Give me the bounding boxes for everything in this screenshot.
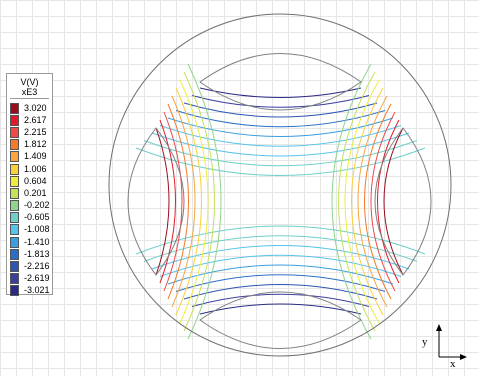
legend-entry: 3.020 (10, 102, 50, 114)
contour-lines (135, 63, 426, 340)
y-axis-label: y (422, 336, 428, 348)
contour-line-right (357, 95, 388, 308)
contour-line-right (344, 79, 380, 324)
legend-swatch (10, 212, 19, 224)
contour-line-right (338, 71, 376, 332)
electrode-right (374, 127, 432, 276)
contour-line-top (135, 147, 426, 176)
outer-boundary (108, 13, 452, 357)
legend-entry: -3.021 (10, 285, 50, 297)
legend-entry: 2.617 (10, 114, 50, 126)
legend-swatch (10, 285, 19, 297)
legend-value: -1.008 (24, 224, 50, 235)
axis-arrows-icon (436, 324, 467, 360)
legend-swatch (10, 114, 19, 126)
legend-entry: -2.216 (10, 260, 50, 273)
legend-value: 1.409 (24, 151, 47, 162)
contour-line-bottom (199, 303, 362, 315)
legend-swatch (10, 273, 19, 285)
contour-line-left (179, 79, 209, 324)
legend-value: -2.619 (24, 273, 50, 284)
contour-line-left (187, 63, 222, 340)
contour-line-top (159, 125, 402, 147)
legend-entry: 1.006 (10, 163, 50, 175)
contour-line-left (175, 87, 202, 316)
contour-line-bottom (191, 293, 370, 307)
legend-swatch (10, 102, 19, 114)
contour-line-left (163, 111, 183, 292)
contour-line-bottom (159, 254, 402, 277)
legend-entry: 1.409 (10, 151, 50, 163)
electrode-left (127, 127, 185, 276)
contour-line-bottom (183, 284, 378, 300)
legend-entry: 1.812 (10, 139, 50, 151)
contour-line-bottom (135, 225, 426, 255)
contour-line-bottom (175, 274, 386, 292)
contour-line-top (191, 95, 370, 108)
legend-value: 1.812 (24, 139, 47, 150)
legend-entry: -1.410 (10, 236, 50, 248)
legend-swatch (10, 224, 19, 236)
contour-line-bottom (143, 235, 418, 262)
legend-swatch (10, 151, 19, 163)
legend-value: -3.021 (24, 285, 50, 296)
legend-divider (10, 98, 49, 99)
legend-entry: -0.605 (10, 212, 50, 224)
contour-line-left (167, 103, 189, 300)
legend-value: -1.813 (24, 248, 50, 259)
axis-triad: y x (410, 320, 470, 370)
contour-line-left (183, 71, 215, 332)
legend-value: 3.020 (24, 102, 47, 113)
legend-value: 2.215 (24, 126, 47, 137)
legend-swatch (10, 248, 19, 260)
legend-swatch (10, 175, 19, 187)
legend-swatch (10, 200, 19, 212)
contour-line-left (155, 127, 170, 276)
contour-line-right (370, 111, 396, 292)
legend-value: -2.216 (24, 261, 50, 272)
contour-line-top (199, 87, 362, 98)
legend-value: -1.410 (24, 236, 50, 247)
legend-entry: -2.619 (10, 273, 50, 285)
legend-entries: 3.020 2.617 2.215 1.812 1.409 1.006 0.604 0.201… (10, 102, 50, 297)
legend-swatch (10, 261, 19, 273)
contour-line-top (167, 117, 394, 137)
legend-entry: 2.215 (10, 126, 50, 138)
legend-entry: -0.202 (10, 200, 50, 212)
legend-swatch (10, 139, 19, 151)
contour-line-right (351, 87, 384, 316)
legend-swatch (10, 236, 19, 248)
contour-line-top (183, 102, 378, 118)
legend-value: 2.617 (24, 114, 47, 125)
electrode-top (199, 53, 362, 111)
contour-line-top (151, 132, 410, 157)
x-axis-label: x (450, 358, 456, 370)
electrode-bottom (199, 291, 362, 349)
contour-line-right (383, 127, 404, 276)
legend-swatch (10, 126, 19, 138)
legend-value: 0.604 (24, 175, 47, 186)
contour-line-left (159, 119, 176, 284)
legend-entry: 0.604 (10, 175, 50, 187)
legend-entry: -1.008 (10, 224, 50, 236)
legend-value: 0.201 (24, 187, 47, 198)
contour-line-right (331, 63, 372, 340)
legend-value: -0.605 (24, 212, 50, 223)
contour-line-right (364, 103, 392, 300)
contour-line-top (143, 140, 418, 167)
legend-swatch (10, 187, 19, 199)
legend-swatch (10, 163, 19, 175)
color-legend: V(V) xE3 3.020 2.617 2.215 1.812 1.409 1.006 0… (6, 73, 53, 297)
contour-line-right (377, 119, 400, 284)
contour-line-left (171, 95, 196, 308)
legend-entry: -1.813 (10, 248, 50, 260)
contour-line-bottom (151, 245, 410, 270)
legend-value: 1.006 (24, 163, 47, 174)
legend-unit: V(V) (20, 77, 39, 87)
legend-scale: xE3 (21, 87, 38, 97)
legend-value: -0.202 (24, 200, 50, 211)
legend-entry: 0.201 (10, 187, 50, 199)
